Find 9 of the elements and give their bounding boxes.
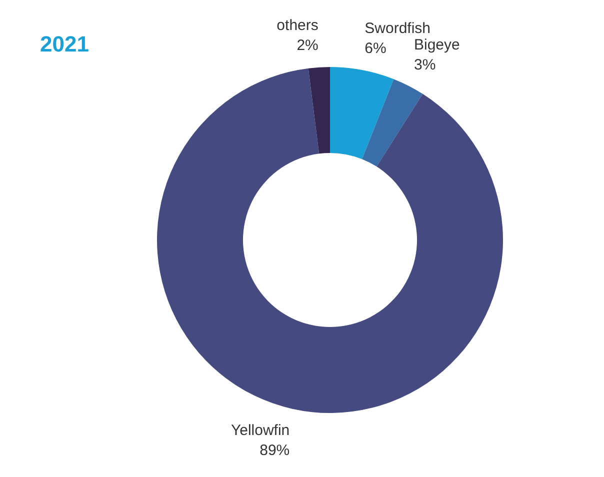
text: 2021 bbox=[40, 32, 89, 56]
data-label: 6% bbox=[364, 40, 386, 57]
data-label: 3% bbox=[414, 56, 436, 74]
slice-label: Swordfish bbox=[364, 20, 431, 37]
slice-label: Bigeye bbox=[414, 36, 460, 54]
slice-label: others bbox=[276, 16, 318, 34]
data-label: 89% bbox=[260, 442, 290, 460]
data-label: 2% bbox=[296, 36, 318, 54]
slice-label: Yellowfin bbox=[230, 422, 290, 440]
